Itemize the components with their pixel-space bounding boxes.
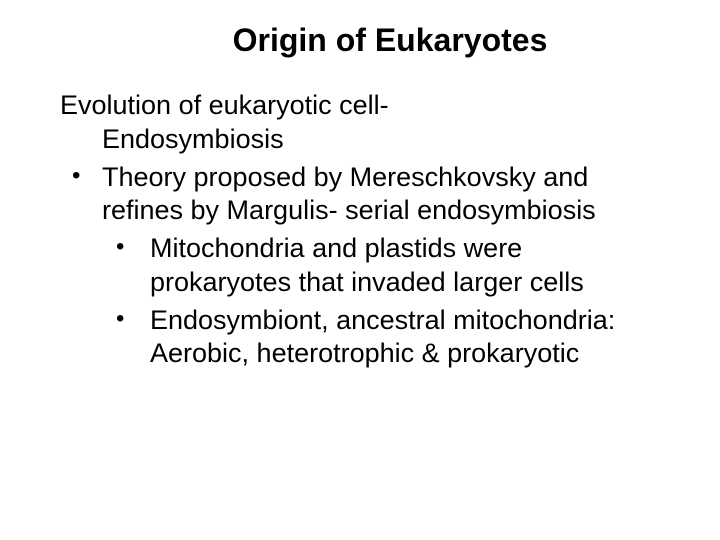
bullet-level1: Theory proposed by Mereschkovsky and ref… — [60, 161, 660, 229]
slide-title: Origin of Eukaryotes — [60, 22, 660, 59]
intro-line-1: Evolution of eukaryotic cell- — [60, 89, 660, 123]
bullet-level2: Mitochondria and plastids were prokaryot… — [60, 232, 660, 300]
bullet-level2: Endosymbiont, ancestral mitochondria:Aer… — [60, 304, 660, 372]
bullet-list: Theory proposed by Mereschkovsky and ref… — [60, 161, 660, 372]
slide-container: Origin of Eukaryotes Evolution of eukary… — [0, 0, 720, 540]
intro-line-2: Endosymbiosis — [60, 123, 660, 157]
intro-text: Evolution of eukaryotic cell- Endosymbio… — [60, 89, 660, 157]
